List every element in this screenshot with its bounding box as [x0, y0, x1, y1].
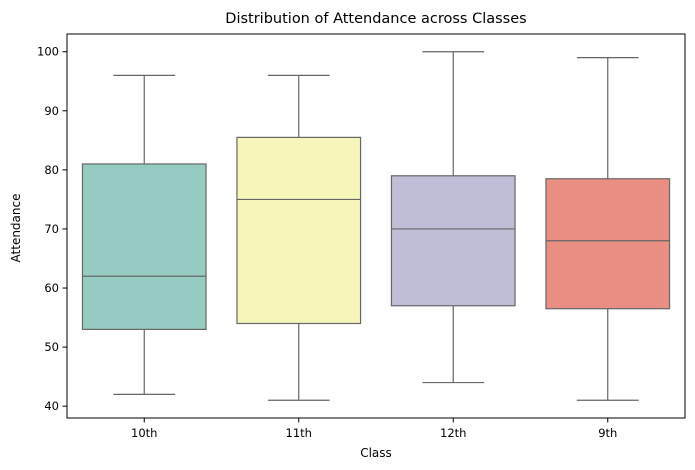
box-group-12th — [390, 51, 516, 384]
x-tick-label: 9th — [598, 426, 617, 440]
y-axis-label: Attendance — [9, 194, 23, 263]
x-tick-label: 12th — [440, 426, 466, 440]
y-tick-label: 100 — [37, 45, 59, 59]
axes-frame — [66, 33, 686, 419]
box-group-9th — [545, 57, 671, 401]
chart-title: Distribution of Attendance across Classe… — [225, 11, 526, 27]
y-tick-label: 50 — [44, 340, 59, 354]
y-tick-label: 70 — [44, 222, 59, 236]
x-tick-label: 11th — [286, 426, 312, 440]
x-tick-label: 10th — [131, 426, 157, 440]
y-tick-label: 40 — [44, 399, 59, 413]
box — [81, 163, 207, 330]
box-group-10th — [81, 74, 207, 395]
x-axis-label: Class — [360, 446, 392, 460]
box — [545, 178, 671, 310]
y-tick-label: 80 — [44, 163, 59, 177]
plot-area: 40 50 60 70 80 90 100 10th 11th 12th 9th — [37, 33, 686, 440]
y-tick-label: 90 — [44, 104, 59, 118]
box-group-11th — [236, 74, 362, 401]
box — [236, 136, 362, 325]
box — [390, 175, 516, 307]
y-tick-label: 60 — [44, 281, 59, 295]
